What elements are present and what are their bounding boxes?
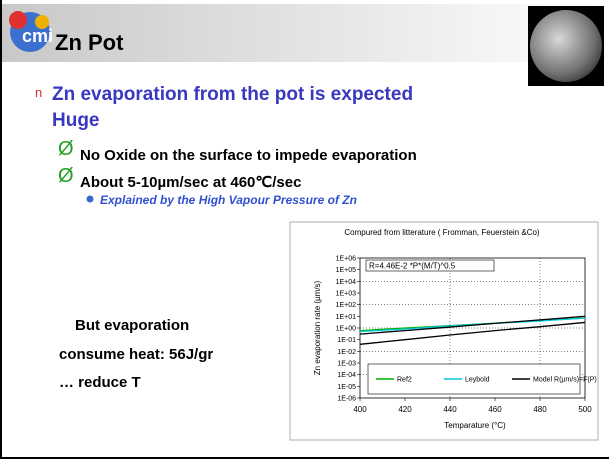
x-tick-label: 480 <box>533 405 547 414</box>
legend-label: Model R(µm/s)=F(P) <box>533 377 597 384</box>
y-tick-label: 1E-02 <box>337 349 356 356</box>
x-axis-label: Temparature (°C) <box>444 421 506 430</box>
sub-marker: Ø <box>58 165 74 187</box>
sub-bullet-text: About 5-10µm/sec at 460℃/sec <box>80 174 301 191</box>
bullet-marker: n <box>35 85 42 100</box>
left-text: But evaporation <box>75 317 189 334</box>
x-tick-label: 400 <box>353 405 367 414</box>
y-tick-label: 1E+04 <box>336 279 357 286</box>
annotation: R=4.46E-2 *P*(M/T)^0.5 <box>369 262 456 271</box>
left-text: … reduce T <box>59 374 141 391</box>
x-tick-label: 460 <box>488 405 502 414</box>
x-tick-label: 420 <box>398 405 412 414</box>
slide-title: Zn Pot <box>55 30 124 55</box>
legend-label: Leybold <box>465 377 490 384</box>
sub-marker: Ø <box>58 138 74 160</box>
x-tick-label: 440 <box>443 405 457 414</box>
y-tick-label: 1E+05 <box>336 267 357 274</box>
y-tick-label: 1E-03 <box>337 361 356 368</box>
detail-bullet <box>87 196 94 203</box>
logo-text: cmi <box>22 26 53 46</box>
y-tick-label: 1E-06 <box>337 396 356 403</box>
y-tick-label: 1E-04 <box>337 372 356 379</box>
y-tick-label: 1E+06 <box>336 256 357 263</box>
sub-bullet-text: No Oxide on the surface to impede evapor… <box>80 147 417 164</box>
legend-label: Ref2 <box>397 377 412 384</box>
bullet-text: Huge <box>52 110 100 131</box>
y-tick-label: 1E+01 <box>336 314 357 321</box>
y-tick-label: 1E+02 <box>336 302 357 309</box>
detail-text: Explained by the High Vapour Pressure of… <box>100 193 357 207</box>
y-tick-label: 1E+03 <box>336 291 357 298</box>
left-text: consume heat: 56J/gr <box>59 346 213 363</box>
moon-image <box>530 10 602 82</box>
bullet-text: Zn evaporation from the pot is expected <box>52 84 413 105</box>
x-tick-label: 500 <box>578 405 592 414</box>
chart-title: Compured from litterature ( Fromman, Feu… <box>344 228 540 237</box>
slide: cmi Zn Pot n Zn evaporation from the pot… <box>0 0 609 459</box>
chart: Compured from litterature ( Fromman, Feu… <box>290 222 598 440</box>
y-tick-label: 1E+00 <box>336 326 357 333</box>
y-tick-label: 1E-05 <box>337 384 356 391</box>
y-tick-label: 1E-01 <box>337 337 356 344</box>
y-axis-label: Zn evaporation rate (µm/s) <box>313 280 322 375</box>
